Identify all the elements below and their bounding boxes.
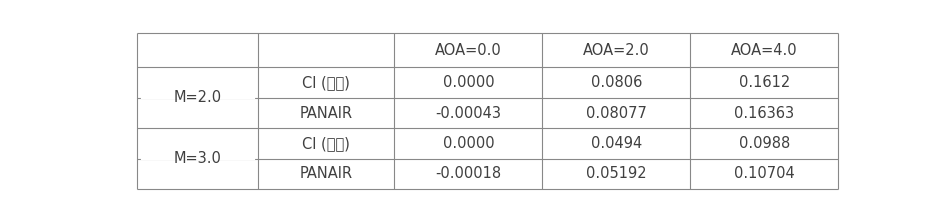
Text: 0.1612: 0.1612 (739, 75, 790, 90)
Text: -0.00043: -0.00043 (435, 106, 502, 121)
Text: 0.08077: 0.08077 (586, 106, 646, 121)
Text: 0.0988: 0.0988 (739, 136, 790, 151)
Text: 0.16363: 0.16363 (734, 106, 794, 121)
Text: AOA=0.0: AOA=0.0 (435, 43, 502, 58)
Text: 0.0806: 0.0806 (590, 75, 642, 90)
Text: M=2.0: M=2.0 (173, 90, 222, 105)
Text: PANAIR: PANAIR (300, 166, 353, 181)
Text: 0.10704: 0.10704 (734, 166, 795, 181)
Text: 0.05192: 0.05192 (586, 166, 646, 181)
Text: Cl (이론): Cl (이론) (303, 136, 350, 151)
Text: PANAIR: PANAIR (300, 106, 353, 121)
Text: 0.0000: 0.0000 (443, 136, 494, 151)
Text: 0.0494: 0.0494 (591, 136, 642, 151)
Text: AOA=2.0: AOA=2.0 (583, 43, 650, 58)
Text: 0.0000: 0.0000 (443, 75, 494, 90)
Text: Cl (이론): Cl (이론) (303, 75, 350, 90)
Text: M=3.0: M=3.0 (174, 151, 222, 166)
Text: AOA=4.0: AOA=4.0 (731, 43, 798, 58)
Text: -0.00018: -0.00018 (435, 166, 502, 181)
